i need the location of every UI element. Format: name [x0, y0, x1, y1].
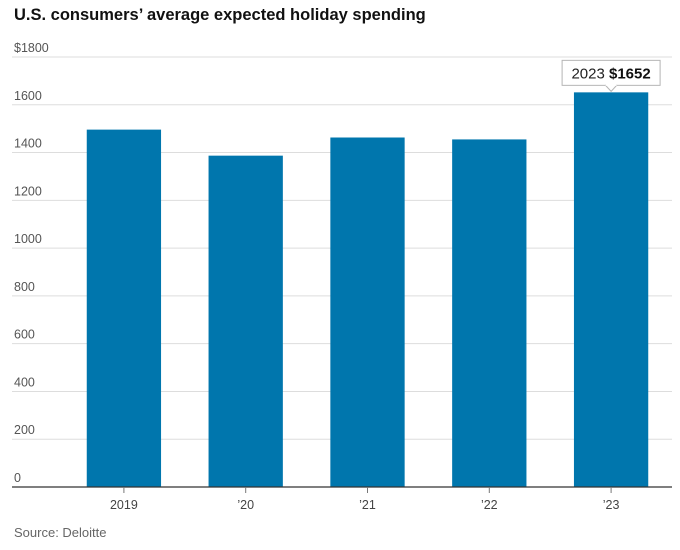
- y-tick-label: 800: [14, 280, 35, 294]
- value-callout: 2023 $1652: [561, 59, 661, 93]
- chart-title: U.S. consumers’ average expected holiday…: [14, 6, 426, 24]
- y-tick-label: 1200: [14, 184, 42, 198]
- y-tick-label: 400: [14, 375, 35, 389]
- callout-box: [561, 59, 661, 86]
- y-tick-label: 1000: [14, 232, 42, 246]
- callout-pointer: [604, 84, 618, 93]
- x-tick-label: 2019: [110, 498, 138, 512]
- y-tick-label: 600: [14, 328, 35, 342]
- bar: [86, 129, 162, 487]
- bar: [330, 137, 405, 487]
- x-tick-label: ’23: [603, 498, 620, 512]
- callout-text: 2023 $1652: [571, 65, 650, 82]
- source-note: Source: Deloitte: [14, 525, 107, 540]
- bar: [573, 92, 649, 487]
- y-tick-label: 0: [14, 471, 21, 485]
- callout-year: 2023: [571, 65, 609, 82]
- y-tick-label: 1600: [14, 89, 42, 103]
- y-axis-tick-labels: $1800 1600 1400 1200 1000 800 600 400 200 0: [14, 41, 49, 485]
- x-tick-label: ’20: [237, 498, 254, 512]
- x-tick-label: ’21: [359, 498, 376, 512]
- x-axis-ticks: 2019 ’20 ’21 ’22 ’23: [110, 487, 619, 512]
- bar: [452, 139, 527, 487]
- bars: [86, 92, 649, 487]
- callout-value: $1652: [609, 65, 651, 82]
- y-tick-label: 200: [14, 423, 35, 437]
- x-tick-label: ’22: [481, 498, 498, 512]
- y-tick-label: 1400: [14, 137, 42, 151]
- y-tick-label: $1800: [14, 41, 49, 55]
- bar: [208, 155, 283, 487]
